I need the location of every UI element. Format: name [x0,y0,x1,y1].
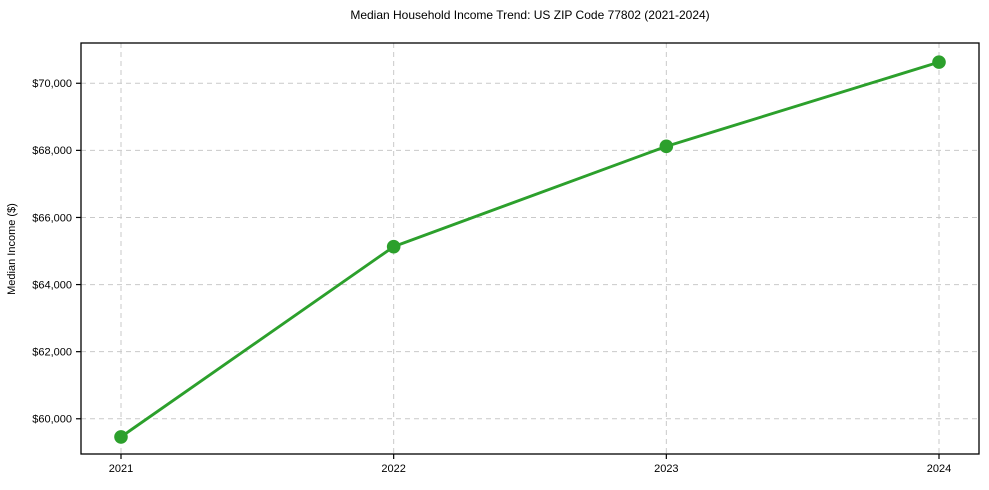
y-tick-label: $70,000 [32,78,72,90]
x-tick-label: 2022 [381,463,405,475]
plot-frame [80,42,980,455]
y-tick-label: $64,000 [32,279,72,291]
x-tick-label: 2021 [109,463,133,475]
data-point [932,55,946,69]
y-axis-label: Median Income ($) [6,203,18,295]
chart-title: Median Household Income Trend: US ZIP Co… [350,8,710,22]
y-tick-label: $68,000 [32,145,72,157]
data-point [386,239,401,254]
y-tick-label: $66,000 [32,212,72,224]
data-point [659,139,674,154]
data-point [114,430,128,444]
y-tick-label: $62,000 [32,346,72,358]
grid-lines [81,43,979,454]
x-tick-label: 2024 [927,463,951,475]
x-tick-label: 2023 [654,463,678,475]
data-line [119,60,941,439]
y-tick-label: $60,000 [32,414,72,426]
